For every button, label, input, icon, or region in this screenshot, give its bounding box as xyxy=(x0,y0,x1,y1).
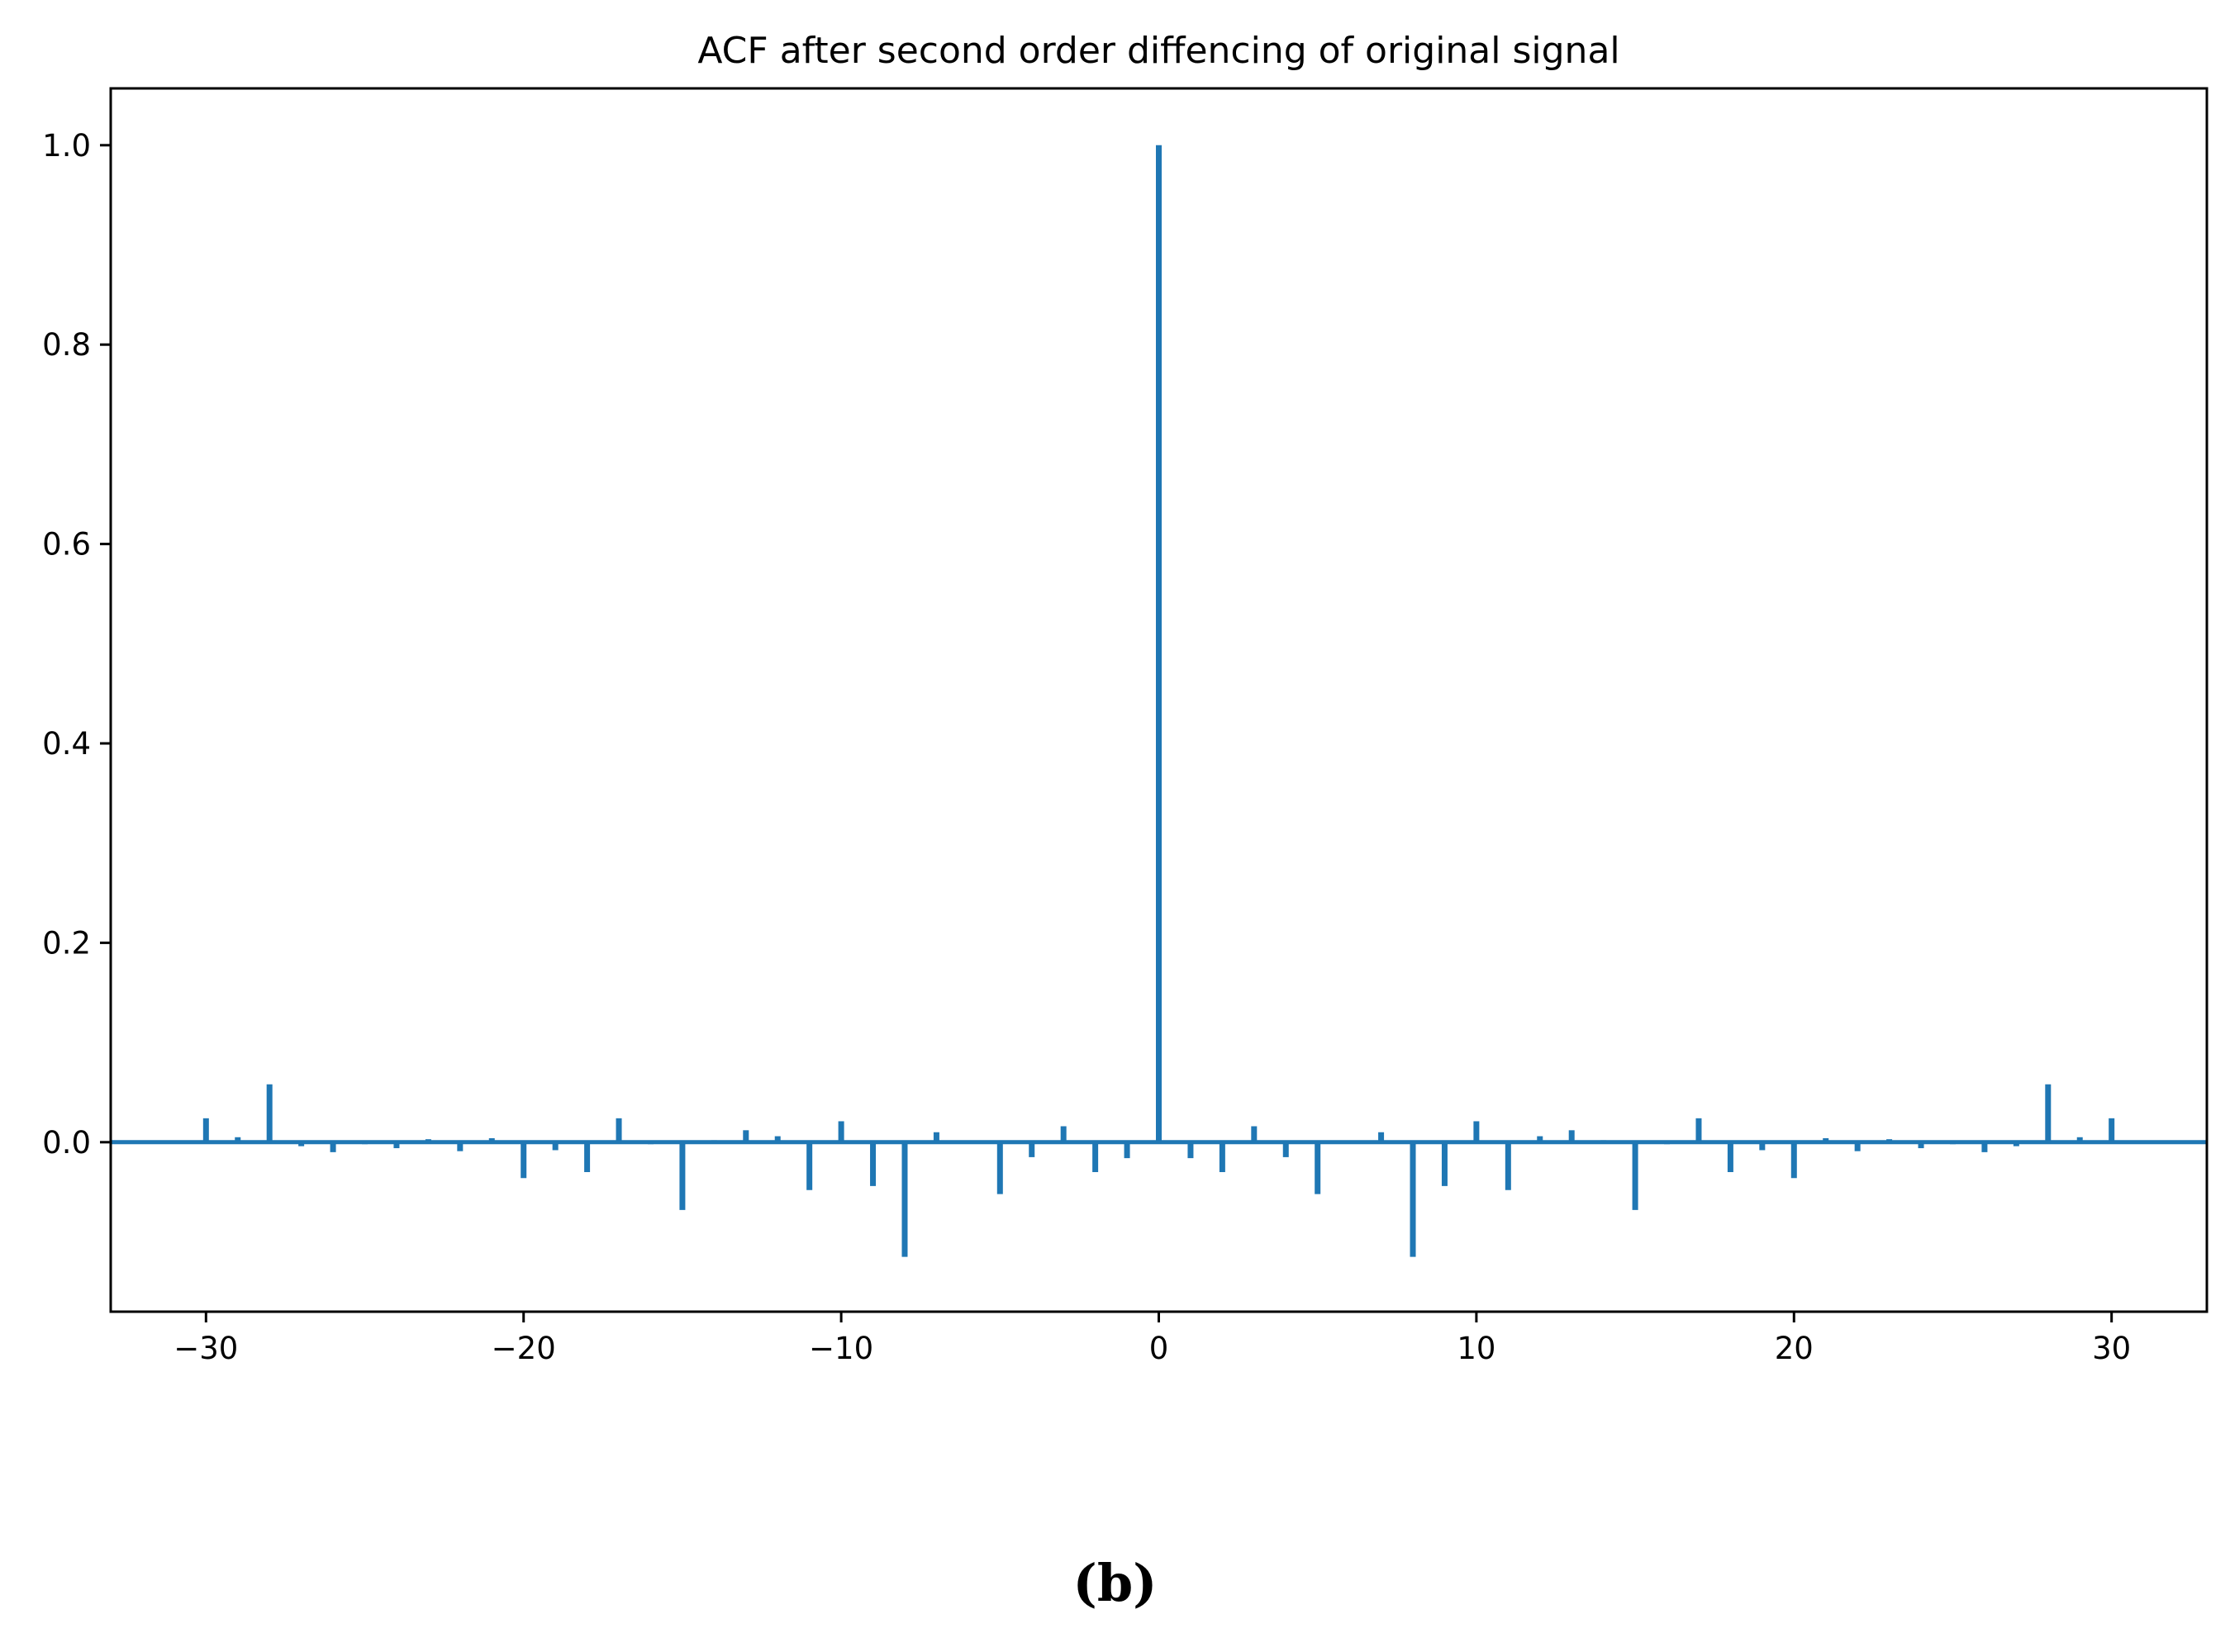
x-tick-label: 20 xyxy=(1775,1331,1814,1366)
y-tick-label: 1.0 xyxy=(42,128,91,164)
x-tick-label: 10 xyxy=(1457,1331,1495,1366)
y-tick-label: 0.4 xyxy=(42,726,91,762)
chart-title: ACF after second order diffencing of ori… xyxy=(697,30,1619,72)
x-tick-label: −20 xyxy=(492,1331,556,1366)
y-tick-label: 0.8 xyxy=(42,327,91,363)
x-axis: −30 −20 −10 0 10 20 30 xyxy=(174,1312,2131,1366)
figure-caption: (b) xyxy=(1072,1553,1158,1613)
y-tick-label: 0.6 xyxy=(42,527,91,563)
y-tick-label: 0.0 xyxy=(42,1125,91,1161)
x-tick-label: −30 xyxy=(174,1331,238,1366)
x-tick-label: 30 xyxy=(2092,1331,2131,1366)
y-tick-label: 0.2 xyxy=(42,925,91,961)
y-axis: 0.0 0.2 0.4 0.6 0.8 1.0 xyxy=(42,128,111,1161)
bar-series xyxy=(202,145,2115,1257)
x-tick-label: 0 xyxy=(1149,1331,1169,1366)
x-tick-label: −10 xyxy=(809,1331,873,1366)
